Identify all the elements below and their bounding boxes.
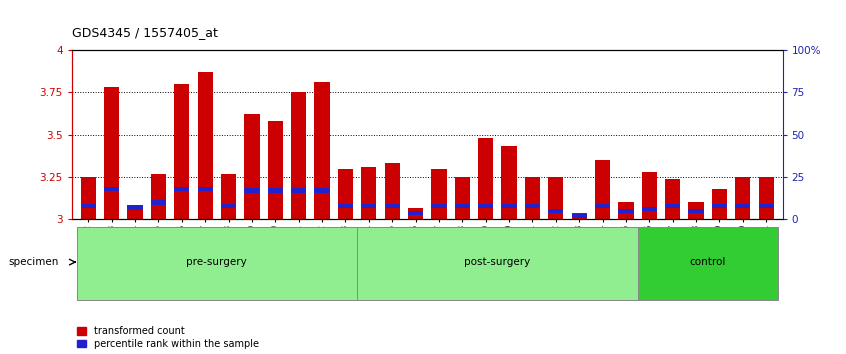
Bar xyxy=(548,177,563,219)
Bar xyxy=(431,169,447,219)
Bar xyxy=(291,92,306,219)
Bar xyxy=(759,204,774,208)
Bar xyxy=(151,173,166,219)
Bar xyxy=(502,147,517,219)
Bar xyxy=(711,204,727,208)
Bar xyxy=(408,211,423,215)
Bar xyxy=(572,214,587,218)
Text: specimen: specimen xyxy=(8,257,59,267)
Bar xyxy=(291,188,306,193)
FancyBboxPatch shape xyxy=(77,227,357,300)
Bar xyxy=(665,179,680,219)
Bar xyxy=(151,200,166,205)
Bar xyxy=(408,207,423,219)
Bar xyxy=(198,187,212,191)
Bar xyxy=(80,177,96,219)
Bar xyxy=(198,72,212,219)
Bar xyxy=(665,204,680,208)
Bar xyxy=(618,202,634,219)
Text: post-surgery: post-surgery xyxy=(464,257,530,267)
Bar xyxy=(338,169,353,219)
Text: pre-surgery: pre-surgery xyxy=(186,257,247,267)
Bar xyxy=(642,207,656,211)
Bar xyxy=(104,187,119,191)
Bar xyxy=(128,205,143,210)
Bar xyxy=(244,114,260,219)
Bar xyxy=(454,177,470,219)
Bar xyxy=(711,189,727,219)
FancyBboxPatch shape xyxy=(638,227,777,300)
Bar xyxy=(174,187,190,191)
Bar xyxy=(174,84,190,219)
Bar xyxy=(431,204,447,208)
Bar xyxy=(104,87,119,219)
Bar xyxy=(221,204,236,208)
FancyBboxPatch shape xyxy=(357,227,638,300)
Bar xyxy=(525,177,540,219)
Bar xyxy=(525,204,540,208)
Bar xyxy=(735,204,750,208)
Bar xyxy=(385,164,400,219)
Bar xyxy=(361,204,376,208)
Bar xyxy=(128,206,143,219)
Bar xyxy=(735,177,750,219)
Bar xyxy=(478,204,493,208)
Bar xyxy=(759,177,774,219)
Bar xyxy=(80,204,96,208)
Bar xyxy=(315,188,330,193)
Bar xyxy=(689,202,704,219)
Bar xyxy=(267,188,283,193)
Text: control: control xyxy=(689,257,726,267)
Bar xyxy=(361,167,376,219)
Bar xyxy=(689,209,704,213)
Text: GDS4345 / 1557405_at: GDS4345 / 1557405_at xyxy=(72,26,217,39)
Bar xyxy=(595,204,610,208)
Bar xyxy=(338,204,353,208)
Bar xyxy=(502,204,517,208)
Bar xyxy=(478,138,493,219)
Bar xyxy=(572,213,587,219)
Bar xyxy=(221,173,236,219)
Legend: transformed count, percentile rank within the sample: transformed count, percentile rank withi… xyxy=(77,326,259,349)
Bar xyxy=(315,82,330,219)
Bar xyxy=(267,121,283,219)
Bar xyxy=(454,204,470,208)
Bar xyxy=(595,160,610,219)
Bar xyxy=(385,204,400,208)
Bar xyxy=(618,209,634,213)
Bar xyxy=(548,209,563,213)
Bar xyxy=(244,188,260,193)
Bar xyxy=(642,172,656,219)
